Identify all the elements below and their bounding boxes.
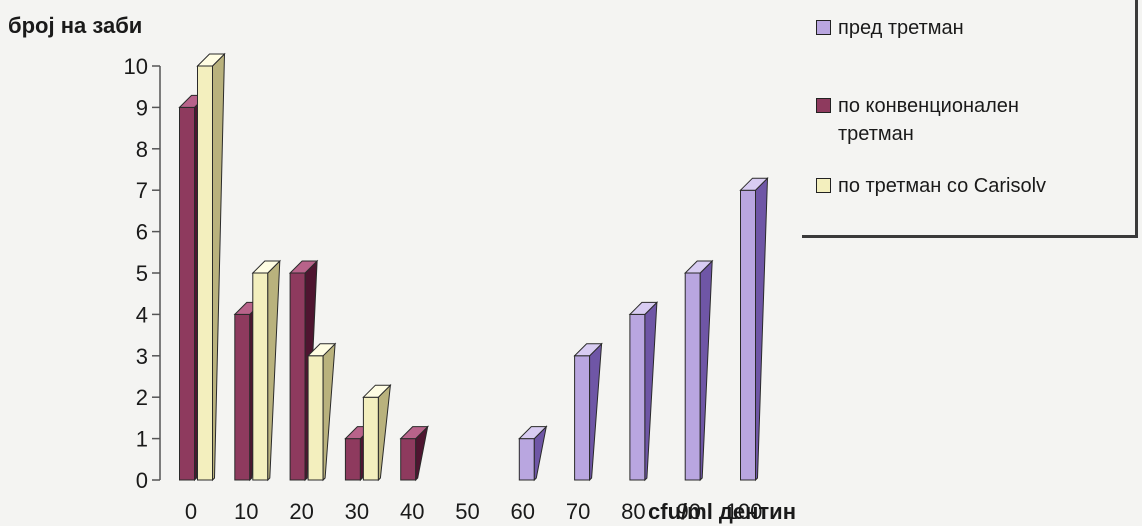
bar-front — [197, 65, 213, 481]
x-tick-label: 40 — [400, 499, 424, 524]
legend-swatch-conventional-treatment — [816, 98, 831, 113]
bar-front — [252, 272, 269, 481]
bar-side — [755, 176, 769, 482]
x-axis-title: cfu/ml дентин — [648, 499, 796, 524]
bar-top — [683, 260, 714, 274]
bar-top — [518, 426, 548, 440]
y-tick-label: 5 — [136, 261, 148, 286]
y-tick-label: 3 — [136, 344, 148, 369]
x-tick-label: 50 — [455, 499, 479, 524]
bar-front — [307, 355, 324, 481]
legend-swatch-carisolv-treatment — [816, 178, 831, 193]
bar-front — [574, 355, 591, 481]
legend-item-before-treatment: пред третман — [816, 14, 964, 42]
x-tick-label: 100 — [726, 499, 763, 524]
legend-label-conventional-treatment: по конвенционален третман — [838, 92, 1019, 148]
x-tick-label: 60 — [511, 499, 535, 524]
bar-front — [179, 106, 195, 481]
bar-top — [739, 177, 769, 191]
bar-front — [400, 438, 417, 481]
bar-top — [399, 426, 429, 440]
bar-side — [377, 383, 392, 482]
legend-swatch-before-treatment — [816, 20, 831, 35]
y-tick-label: 10 — [124, 54, 148, 79]
y-tick-label: 8 — [136, 137, 148, 162]
y-tick-label: 9 — [136, 95, 148, 120]
y-tick-label: 2 — [136, 385, 148, 410]
bar-front — [740, 189, 756, 481]
legend-label-line: по конвенционален — [838, 95, 1019, 117]
x-tick-label: 80 — [621, 499, 645, 524]
legend-label-before-treatment: пред третман — [838, 17, 964, 39]
bar-side — [699, 259, 713, 482]
bar-top — [251, 260, 282, 274]
bar-top — [628, 301, 659, 315]
y-axis-title: број на заби — [8, 13, 142, 38]
bar-front — [362, 396, 379, 481]
legend-item-carisolv-treatment: по третман со Carisolv — [816, 172, 1046, 200]
bar-front — [518, 438, 535, 481]
bar-front — [684, 272, 701, 481]
y-tick-label: 6 — [136, 220, 148, 245]
bar-side — [322, 342, 336, 482]
legend-label-line: третман — [838, 123, 914, 145]
x-tick-label: 70 — [566, 499, 590, 524]
bar-side — [212, 52, 226, 482]
x-tick-label: 20 — [289, 499, 313, 524]
y-tick-label: 1 — [136, 427, 148, 452]
bar-top — [362, 384, 392, 398]
bar-side — [589, 342, 603, 482]
bar-top — [306, 343, 337, 357]
x-tick-label: 10 — [234, 499, 258, 524]
x-tick-label: 90 — [676, 499, 700, 524]
bar-front — [344, 438, 361, 481]
y-tick-label: 0 — [136, 468, 148, 493]
y-tick-label: 4 — [136, 302, 148, 327]
legend: пред третман по конвенционален третман п… — [802, 0, 1138, 238]
bar-top — [573, 343, 603, 357]
legend-label-carisolv-treatment: по третман со Carisolv — [838, 175, 1047, 197]
legend-item-conventional-treatment: по конвенционален третман — [816, 92, 1019, 148]
bar-side — [644, 301, 658, 482]
y-tick-label: 7 — [136, 178, 148, 203]
bar-chart: 0 1 2 3 4 5 6 7 8 9 10 број на заби cfu/ml дентин 0 10… — [8, 13, 796, 524]
bar-front — [234, 313, 251, 481]
bar-front — [629, 313, 646, 481]
bar-top — [196, 53, 226, 67]
x-tick-label: 30 — [345, 499, 369, 524]
bar-front — [289, 272, 306, 481]
x-tick-label: 0 — [185, 499, 197, 524]
bar-top — [288, 260, 319, 274]
bar-side — [267, 259, 281, 482]
